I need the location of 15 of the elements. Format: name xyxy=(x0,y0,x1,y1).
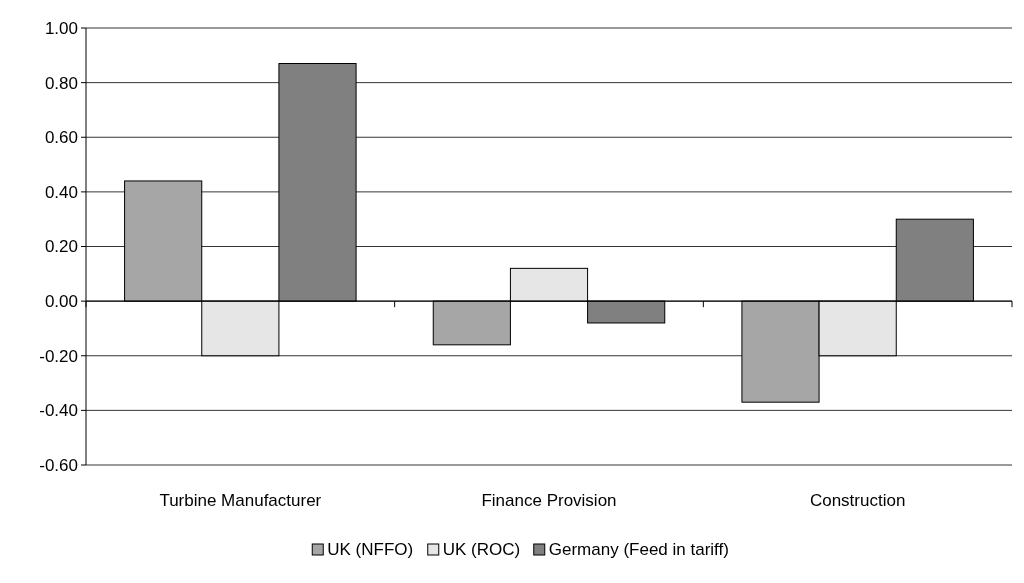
y-tick-label: 0.60 xyxy=(44,128,78,148)
x-tick-label: Finance Provision xyxy=(481,491,617,510)
y-tick-label: 0.00 xyxy=(44,292,78,312)
legend-label: Germany (Feed in tariff) xyxy=(548,540,729,559)
legend-label: UK (ROC) xyxy=(442,540,521,559)
y-tick-label: 0.80 xyxy=(44,73,78,93)
x-tick-label: Turbine Manufacturer xyxy=(159,491,322,510)
y-tick-label: 1.00 xyxy=(44,18,78,38)
y-tick-label: 0.40 xyxy=(44,182,78,202)
y-tick-label: -0.60 xyxy=(39,455,78,475)
x-tick-label: Construction xyxy=(809,491,906,510)
legend-label: UK (NFFO) xyxy=(327,540,414,559)
y-tick-label: -0.20 xyxy=(39,346,78,366)
y-tick-label: -0.40 xyxy=(39,401,78,421)
y-tick-label: 0.20 xyxy=(44,237,78,257)
